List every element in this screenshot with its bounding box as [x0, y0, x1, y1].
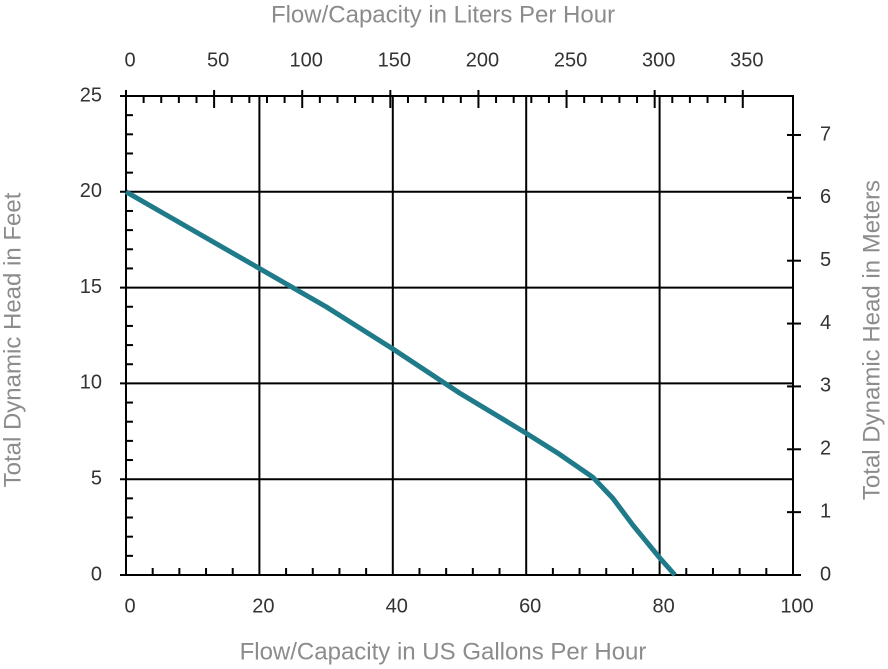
y2-tick-label: 0	[820, 563, 831, 585]
y2-tick-label: 5	[820, 249, 831, 271]
left-axis-title: Total Dynamic Head in Feet	[0, 192, 26, 487]
y-tick-label: 0	[91, 563, 102, 585]
x-tick-label: 60	[519, 595, 541, 617]
plot-frame	[125, 95, 794, 576]
x2-tick-label: 50	[207, 49, 229, 71]
y2-tick-label: 2	[820, 438, 831, 460]
y2-tick-label: 4	[820, 312, 831, 334]
bottom-axis-title: Flow/Capacity in US Gallons Per Hour	[240, 638, 647, 665]
x2-tick-label: 300	[642, 49, 675, 71]
x2-tick-label: 0	[124, 49, 135, 71]
y2-tick-label: 3	[820, 375, 831, 397]
data-line	[124, 189, 677, 577]
right-axis-title: Total Dynamic Head in Meters	[858, 180, 885, 500]
x-tick-label: 20	[252, 595, 274, 617]
y2-tick-label: 7	[820, 123, 831, 145]
x-tick-label: 100	[780, 595, 813, 617]
y-tick-label: 25	[80, 84, 102, 106]
x-tick-label: 40	[386, 595, 408, 617]
x-tick-label: 80	[652, 595, 674, 617]
top-axis-title: Flow/Capacity in Liters Per Hour	[271, 1, 615, 28]
y-tick-label: 15	[80, 276, 102, 298]
y2-tick-label: 6	[820, 186, 831, 208]
y-tick-label: 5	[91, 467, 102, 489]
y-tick-label: 20	[80, 180, 102, 202]
y-tick-label: 10	[80, 372, 102, 394]
x2-tick-label: 150	[378, 49, 411, 71]
x2-tick-label: 200	[466, 49, 499, 71]
x2-tick-label: 350	[730, 49, 763, 71]
x2-tick-label: 250	[554, 49, 587, 71]
y2-tick-label: 1	[820, 500, 831, 522]
x2-tick-label: 100	[290, 49, 323, 71]
x-tick-label: 0	[124, 595, 135, 617]
